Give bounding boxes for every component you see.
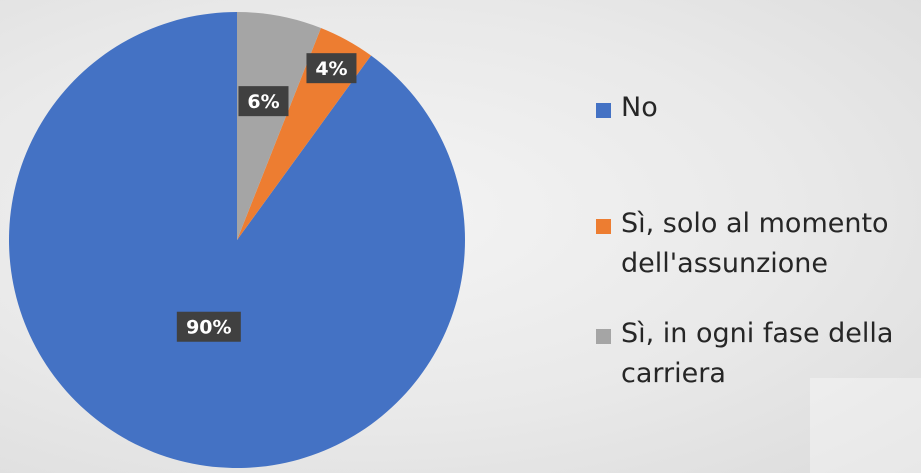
legend-label-si-assunzione: Sì, solo al momento dell'assunzione [621, 208, 889, 279]
pie-slice-2 [237, 12, 321, 240]
legend-label-no: No [621, 92, 658, 123]
data-label-text-1: 4% [315, 58, 347, 80]
data-label-text-0: 90% [186, 317, 231, 339]
pie-slices [9, 12, 466, 468]
data-label-box-1 [306, 53, 357, 84]
legend-label-si-carriera: Sì, in ogni fase della carriera [621, 318, 894, 389]
pie-data-labels: 90% 4% 6% [176, 53, 357, 342]
data-label-box-0 [176, 311, 241, 342]
data-label-0: 90% [176, 311, 241, 342]
legend-swatch-si-carriera [596, 329, 611, 344]
legend-swatch-si-assunzione [596, 219, 611, 234]
data-label-2: 6% [238, 86, 289, 117]
data-label-1: 4% [306, 53, 357, 84]
legend-item-si-carriera: Sì, in ogni fase della carriera [596, 314, 893, 394]
legend-swatch-no [596, 103, 611, 118]
background-panel [810, 378, 921, 473]
pie-slice-0 [9, 12, 466, 468]
data-label-box-2 [238, 86, 289, 117]
legend-item-no: No [596, 88, 658, 128]
data-label-text-2: 6% [247, 91, 279, 113]
legend-item-si-assunzione: Sì, solo al momento dell'assunzione [596, 204, 889, 284]
